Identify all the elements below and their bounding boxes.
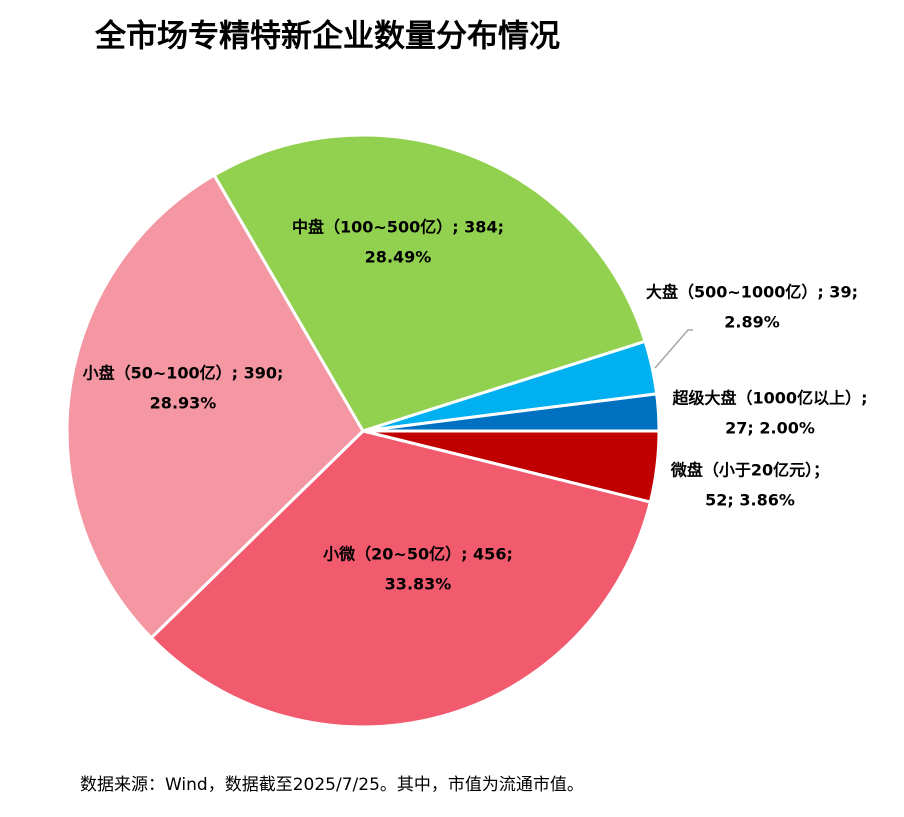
pie-slice <box>65 173 365 640</box>
pie-slice <box>212 133 647 433</box>
data-label: 33.83% <box>385 575 452 594</box>
source-note: 数据来源：Wind，数据截至2025/7/25。其中，市值为流通市值。 <box>80 775 584 795</box>
data-label: 28.93% <box>150 394 217 413</box>
data-label: 2.89% <box>724 313 780 332</box>
data-label: 小微（20~50亿）; 456; <box>323 545 513 564</box>
chart-title: 全市场专精特新企业数量分布情况 <box>94 19 560 55</box>
pie-slice <box>149 429 653 729</box>
data-label: 超级大盘（1000亿以上）; <box>672 389 868 408</box>
leader-line <box>654 329 693 369</box>
data-label: 微盘（小于20亿元）； <box>670 461 829 480</box>
data-label: 大盘（500~1000亿）; 39; <box>646 283 858 302</box>
data-label: 52; 3.86% <box>705 491 795 510</box>
data-label: 中盘（100~500亿）; 384; <box>292 218 504 237</box>
data-label: 小盘（50~100亿）; 390; <box>83 364 284 383</box>
data-label: 28.49% <box>365 248 432 267</box>
pie-slice <box>362 392 661 433</box>
data-label: 27; 2.00% <box>725 419 815 438</box>
